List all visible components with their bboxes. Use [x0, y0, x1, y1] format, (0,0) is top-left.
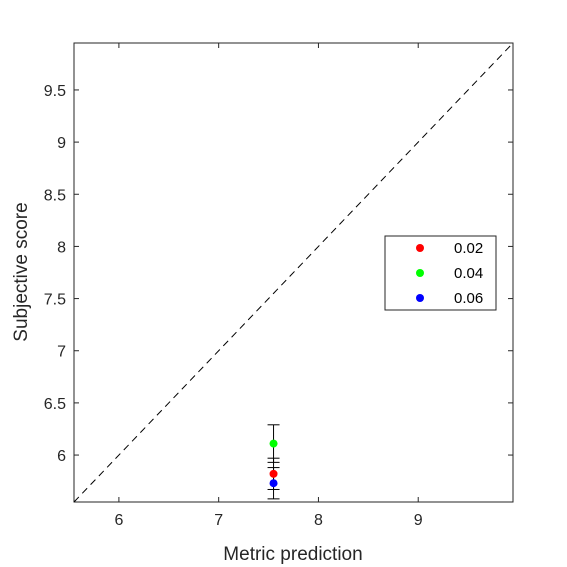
axis-ticks: 6 7 8 9 6 6.5 7 7.5 8 8.5 9 9.5 [44, 43, 513, 529]
x-tick-label: 7 [214, 512, 223, 529]
x-axis-label: Metric prediction [223, 544, 362, 565]
legend-label: 0.02 [454, 240, 483, 257]
legend-marker [416, 294, 424, 302]
x-tick-label: 6 [114, 512, 123, 529]
y-tick-label: 8 [57, 239, 66, 256]
y-tick-label: 6.5 [44, 396, 66, 413]
legend: 0.02 0.04 0.06 [384, 235, 497, 311]
x-tick-label: 8 [314, 512, 323, 529]
legend-marker [416, 244, 424, 252]
reference-line [73, 42, 514, 503]
data-point-0.06 [269, 479, 278, 488]
x-tick-label: 9 [414, 512, 423, 529]
legend-box [384, 235, 497, 311]
legend-marker [416, 269, 424, 277]
data-points [269, 439, 278, 488]
data-point-0.04 [269, 439, 278, 448]
legend-label: 0.06 [454, 290, 483, 307]
data-point-0.02 [269, 469, 278, 478]
y-tick-label: 8.5 [44, 187, 66, 204]
y-tick-label: 6 [57, 448, 66, 465]
legend-label: 0.04 [454, 265, 483, 282]
y-tick-label: 9.5 [44, 83, 66, 100]
y-axis-label: Subjective score [11, 202, 32, 341]
y-tick-label: 7.5 [44, 292, 66, 309]
y-tick-label: 9 [57, 135, 66, 152]
y-tick-label: 7 [57, 344, 66, 361]
